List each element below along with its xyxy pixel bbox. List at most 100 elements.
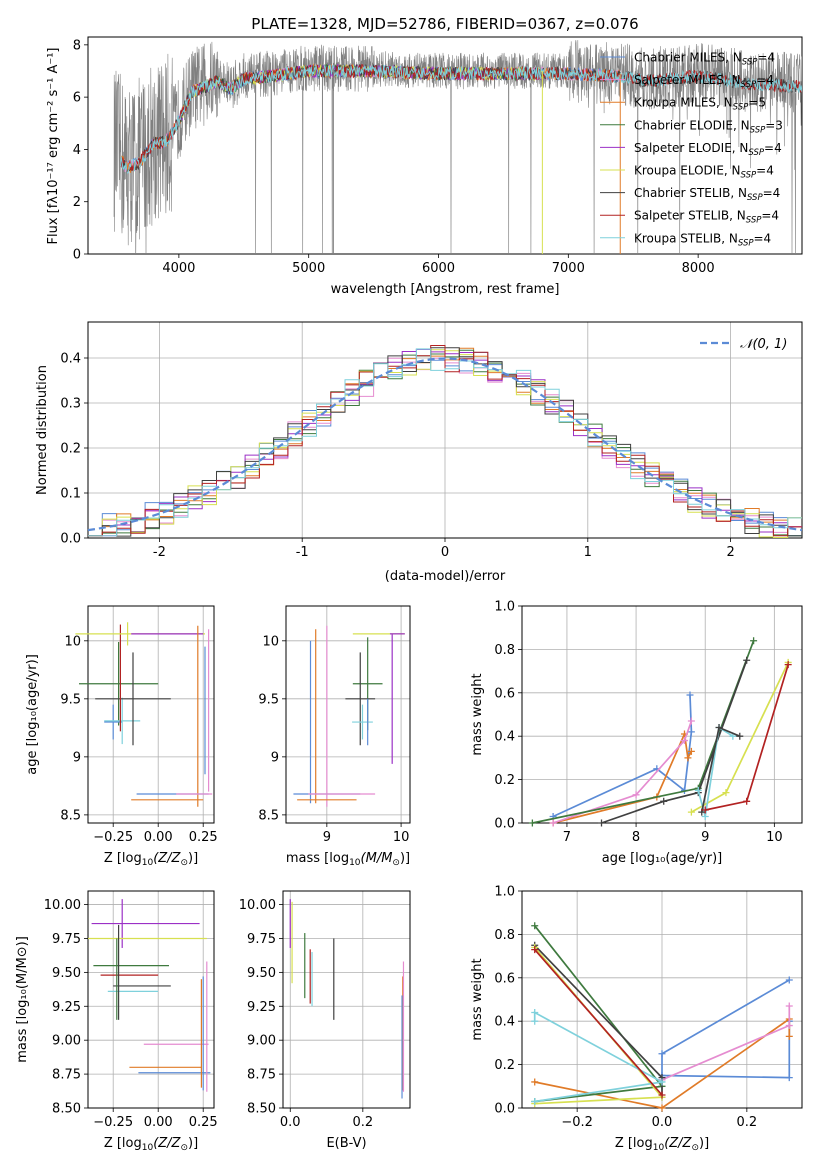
x-tick-label: −0.25 (93, 830, 133, 845)
y-tick-label: 9.75 (52, 932, 81, 947)
axes-frame (282, 890, 411, 1109)
weight-marker (785, 1002, 793, 1010)
spectrum-panel: PLATE=1328, MJD=52786, FIBERID=0367, z=0… (46, 15, 803, 297)
weight-marker (750, 637, 758, 645)
y-tick-label: 0.4 (60, 352, 81, 367)
x-tick-label: 9 (701, 830, 709, 845)
y-tick-label: 8.50 (52, 1102, 81, 1117)
x-axis-label: Z [log10(Z/Z⊙)] (104, 851, 198, 868)
y-tick-label: 9.00 (52, 1034, 81, 1049)
x-tick-label: 9 (323, 830, 331, 845)
gaussian-legend-label: 𝒩(0, 1) (740, 337, 787, 352)
y-tick-label: 8.50 (247, 1102, 276, 1117)
legend-label: Kroupa STELIB, NSSP=4 (634, 231, 771, 248)
x-tick-label: 8 (632, 830, 640, 845)
y-tick-label: 1.0 (494, 885, 515, 900)
y-tick-label: 2 (73, 195, 81, 210)
axes-frame (87, 321, 803, 539)
y-tick-label: 0.2 (494, 1058, 515, 1073)
residual-histogram-panel: -2 -1 0 1 2 0.0 0.1 0.2 0.3 0.4 (data-model)/erro… (35, 321, 803, 584)
x-tick-label: 0.2 (352, 1115, 373, 1130)
y-tick-label: 8.5 (258, 808, 279, 823)
y-tick-label: 0.4 (494, 1015, 515, 1030)
x-tick-label: -1 (296, 545, 309, 560)
legend-label: Chabrier STELIB, NSSP=4 (634, 186, 780, 203)
weight-marker (687, 717, 695, 725)
weight-marker (785, 1022, 793, 1030)
weight-marker (694, 786, 702, 794)
x-tick-label: 4000 (162, 261, 195, 276)
x-axis-label: Z [log10(Z/Z⊙)] (104, 1136, 198, 1153)
spectrum-legend: Chabrier MILES, NSSP=4 Salpeter MILES, NS… (600, 51, 783, 248)
weight-line-kroupa_miles (552, 730, 693, 824)
weight-line-chabrier_stelib (601, 660, 748, 824)
weight-line-salpeter_miles (552, 720, 693, 824)
y-tick-label: 9.5 (60, 692, 81, 707)
weight-marker (531, 1078, 539, 1086)
x-axis-label: age [log₁₀(age/yr)] (602, 851, 723, 866)
weight-marker (549, 819, 557, 827)
legend-label: Salpeter MILES, NSSP=4 (634, 73, 774, 90)
y-tick-label: 9.5 (258, 692, 279, 707)
y-tick-label: 9.00 (247, 1034, 276, 1049)
weight-marker (687, 808, 695, 816)
x-tick-label: 0.00 (144, 1115, 173, 1130)
y-axis-label: Flux [fλ10⁻¹⁷ erg cm⁻² s⁻¹ A⁻¹] (46, 48, 61, 245)
y-tick-label: 9.25 (52, 1000, 81, 1015)
weight-marker (632, 791, 640, 799)
y-tick-label: 9.75 (247, 932, 276, 947)
legend-label: Chabrier MILES, NSSP=4 (634, 51, 775, 68)
legend-label: Salpeter ELODIE, NSSP=4 (634, 141, 782, 158)
x-tick-label: 6000 (422, 261, 455, 276)
weight-marker (701, 812, 709, 820)
legend-label: Salpeter STELIB, NSSP=4 (634, 209, 779, 226)
x-tick-label: -2 (153, 545, 166, 560)
weight-marker (686, 691, 694, 699)
weight-marker (736, 732, 744, 740)
x-tick-label: 0.25 (189, 830, 218, 845)
weight-marker (722, 789, 730, 797)
metallicity-weight-panel: −0.2 0.0 0.2 0.0 0.2 0.4 0.6 0.8 1.0 Z [log10(Z/Z… (470, 885, 803, 1153)
y-tick-label: 0.2 (60, 442, 81, 457)
weight-marker (701, 806, 709, 814)
y-tick-label: 9.50 (52, 966, 81, 981)
y-tick-label: 10.00 (44, 898, 81, 913)
y-axis-label: mass [log₁₀(M/M⊙)] (15, 936, 30, 1063)
age-weight-panel: 7 8 9 10 0.0 0.2 0.4 0.6 0.8 1.0 age [log₁₀(age/yr… (470, 600, 803, 866)
y-tick-label: 0.8 (494, 643, 515, 658)
weight-marker (715, 724, 723, 732)
y-tick-label: 8.75 (247, 1068, 276, 1083)
x-axis-label: Z [log10(Z/Z⊙)] (615, 1136, 709, 1153)
weight-marker (743, 656, 751, 664)
axes-frame (87, 605, 215, 824)
x-tick-label: 0.25 (189, 1115, 218, 1130)
y-tick-label: 10 (64, 634, 81, 649)
weight-marker (743, 797, 751, 805)
y-tick-label: 9.50 (247, 966, 276, 981)
axes-frame (521, 605, 803, 824)
weight-line-salpeter_stelib (534, 949, 663, 1096)
x-axis-label: wavelength [Angstrom, rest frame] (331, 282, 560, 297)
axes-frame (285, 605, 411, 824)
x-tick-label: 0.0 (652, 1115, 673, 1130)
x-tick-label: 8000 (682, 261, 715, 276)
weight-marker (680, 737, 688, 745)
weight-marker (528, 819, 536, 827)
y-tick-label: 0.0 (494, 1102, 515, 1117)
y-axis-label: mass weight (470, 673, 485, 755)
weight-marker (531, 1017, 539, 1025)
metallicity-age-panel: −0.25 0.00 0.25 8.5 9 9.5 10 Z [log10(Z/Z⊙)] age… (25, 605, 218, 868)
spectrum-lines (113, 40, 802, 254)
y-tick-label: 1.0 (494, 600, 515, 615)
y-tick-label: 10.00 (239, 898, 276, 913)
residual-legend: 𝒩(0, 1) (700, 337, 787, 352)
x-axis-label: E(B-V) (326, 1136, 366, 1151)
y-tick-label: 0.2 (494, 773, 515, 788)
legend-label: Chabrier ELODIE, NSSP=3 (634, 118, 783, 135)
weight-marker (531, 946, 539, 954)
x-tick-label: 10 (766, 830, 783, 845)
y-axis-label: age [log₁₀(age/yr)] (25, 654, 40, 775)
weight-marker (785, 976, 793, 984)
weight-marker (531, 922, 539, 930)
